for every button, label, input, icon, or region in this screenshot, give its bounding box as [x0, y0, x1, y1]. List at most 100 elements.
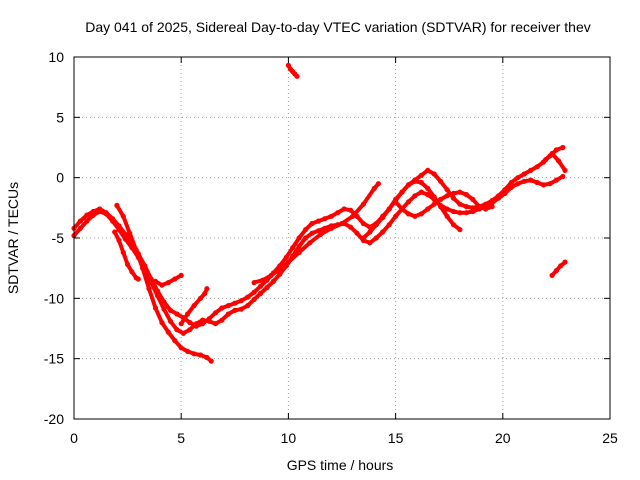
data-point [373, 222, 379, 228]
data-point [283, 254, 289, 260]
data-point [348, 207, 354, 213]
data-point [515, 175, 521, 181]
data-point [399, 189, 405, 195]
data-point [483, 201, 489, 207]
data-point [245, 294, 251, 300]
data-point [380, 214, 386, 221]
data-point [277, 271, 283, 277]
data-point [148, 276, 154, 282]
data-point [204, 286, 210, 292]
data-point [380, 229, 386, 235]
data-point [450, 190, 457, 196]
data-point [418, 211, 424, 217]
data-point [483, 206, 489, 212]
data-point [457, 189, 463, 195]
data-point [450, 195, 457, 201]
series-track-3 [114, 202, 214, 364]
data-point [476, 204, 482, 210]
data-point [438, 196, 444, 202]
series-line [114, 203, 214, 364]
data-point [418, 172, 424, 178]
data-point [534, 179, 540, 186]
data-point [360, 201, 366, 207]
data-point [438, 204, 444, 210]
data-point [412, 193, 418, 199]
series-track-4 [112, 229, 141, 282]
series-line [543, 151, 567, 173]
chart-title: Day 041 of 2025, Sidereal Day-to-day VTE… [85, 19, 591, 35]
data-point [328, 225, 334, 231]
y-tick-label: 10 [48, 49, 64, 65]
data-point [185, 311, 191, 317]
data-point [322, 216, 328, 222]
y-tick-label: -20 [44, 411, 64, 427]
data-point [191, 303, 197, 309]
data-point [555, 158, 562, 164]
data-point [225, 303, 231, 309]
data-point [84, 212, 90, 218]
data-point [204, 354, 210, 361]
data-point [77, 218, 83, 224]
series-track-12 [543, 150, 568, 173]
data-point [457, 210, 463, 216]
data-point [167, 318, 174, 324]
data-point [155, 288, 161, 294]
x-axis-title: GPS time / hours [287, 457, 394, 473]
data-point [120, 249, 126, 256]
data-point [431, 171, 437, 177]
data-point [412, 213, 418, 219]
data-point [341, 206, 347, 212]
y-axis-title: SDTVAR / TECUs [5, 182, 21, 294]
data-point [521, 178, 527, 184]
data-point [178, 272, 184, 278]
data-point [245, 303, 251, 309]
data-point [206, 316, 212, 322]
series-track-9 [393, 189, 495, 219]
data-point [133, 247, 139, 253]
tick-layer [73, 56, 611, 420]
data-point [457, 201, 463, 207]
data-point [146, 286, 152, 292]
data-point [438, 178, 444, 184]
y-tick-label: 0 [56, 170, 64, 186]
data-point [335, 210, 341, 216]
data-point [450, 222, 457, 228]
data-point [562, 259, 568, 265]
x-tick-label: 5 [177, 430, 185, 446]
data-point [165, 329, 171, 335]
data-point [159, 282, 165, 288]
y-tick-label: 5 [56, 109, 64, 125]
data-point [232, 307, 238, 313]
data-point [257, 283, 264, 289]
data-point [318, 231, 324, 237]
data-point [212, 321, 219, 327]
data-point [444, 193, 450, 199]
data-point [187, 319, 193, 326]
series-track-5 [152, 272, 184, 288]
series-line [550, 260, 567, 278]
data-point [174, 311, 180, 317]
data-point [444, 187, 450, 193]
data-point [386, 222, 392, 228]
data-point [418, 189, 424, 195]
data-point [553, 147, 560, 153]
data-point [277, 266, 283, 272]
data-point [350, 213, 356, 219]
data-point [125, 261, 131, 268]
data-point [560, 144, 566, 151]
data-point [122, 231, 129, 237]
data-point [112, 229, 118, 235]
data-point [412, 178, 418, 184]
data-point [431, 194, 437, 200]
data-point [328, 213, 334, 219]
data-point [187, 327, 193, 333]
data-point [238, 306, 244, 312]
data-point [373, 235, 379, 241]
data-point [309, 230, 315, 236]
data-point [161, 306, 167, 312]
data-point [470, 205, 476, 211]
x-tick-label: 15 [388, 430, 404, 446]
